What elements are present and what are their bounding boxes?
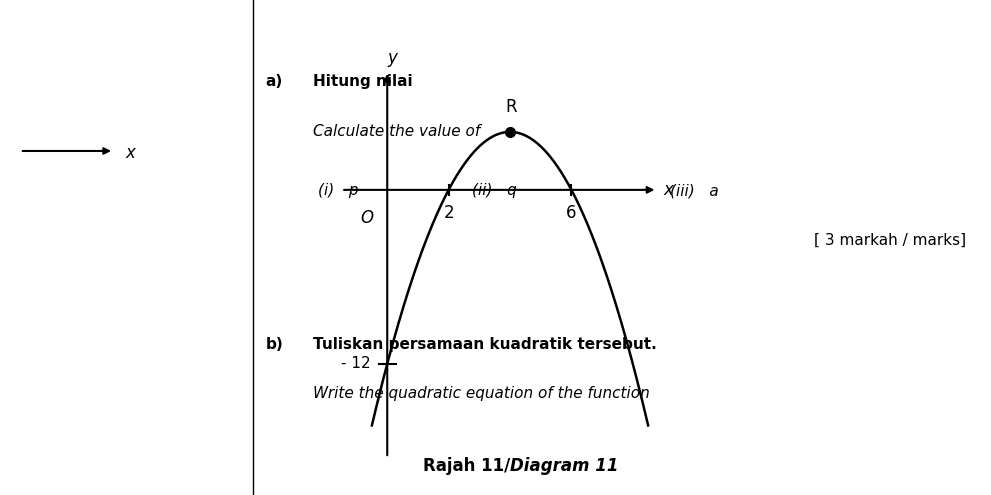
Text: x: x	[126, 145, 136, 162]
Text: - 12: - 12	[341, 356, 371, 371]
Text: y: y	[387, 49, 397, 67]
Text: (i)   p: (i) p	[318, 183, 359, 198]
Text: x: x	[664, 181, 673, 199]
Text: Write the quadratic equation of the function: Write the quadratic equation of the func…	[313, 386, 650, 401]
Text: (ii)   q: (ii) q	[472, 183, 516, 198]
Text: Calculate the value of: Calculate the value of	[313, 124, 481, 139]
Text: 2: 2	[443, 204, 454, 222]
Text: 6: 6	[566, 204, 577, 222]
Text: Diagram 11: Diagram 11	[510, 457, 618, 475]
Text: R: R	[505, 98, 517, 116]
Text: [ 3 markah / marks]: [ 3 markah / marks]	[814, 233, 966, 248]
Text: b): b)	[266, 337, 283, 351]
Text: Rajah 11/: Rajah 11/	[423, 457, 510, 475]
Text: (iii)   a: (iii) a	[670, 183, 718, 198]
Text: a): a)	[266, 74, 282, 89]
Text: O: O	[361, 209, 374, 227]
Text: Tuliskan persamaan kuadratik tersebut.: Tuliskan persamaan kuadratik tersebut.	[313, 337, 657, 351]
Text: Hitung nilai: Hitung nilai	[313, 74, 413, 89]
